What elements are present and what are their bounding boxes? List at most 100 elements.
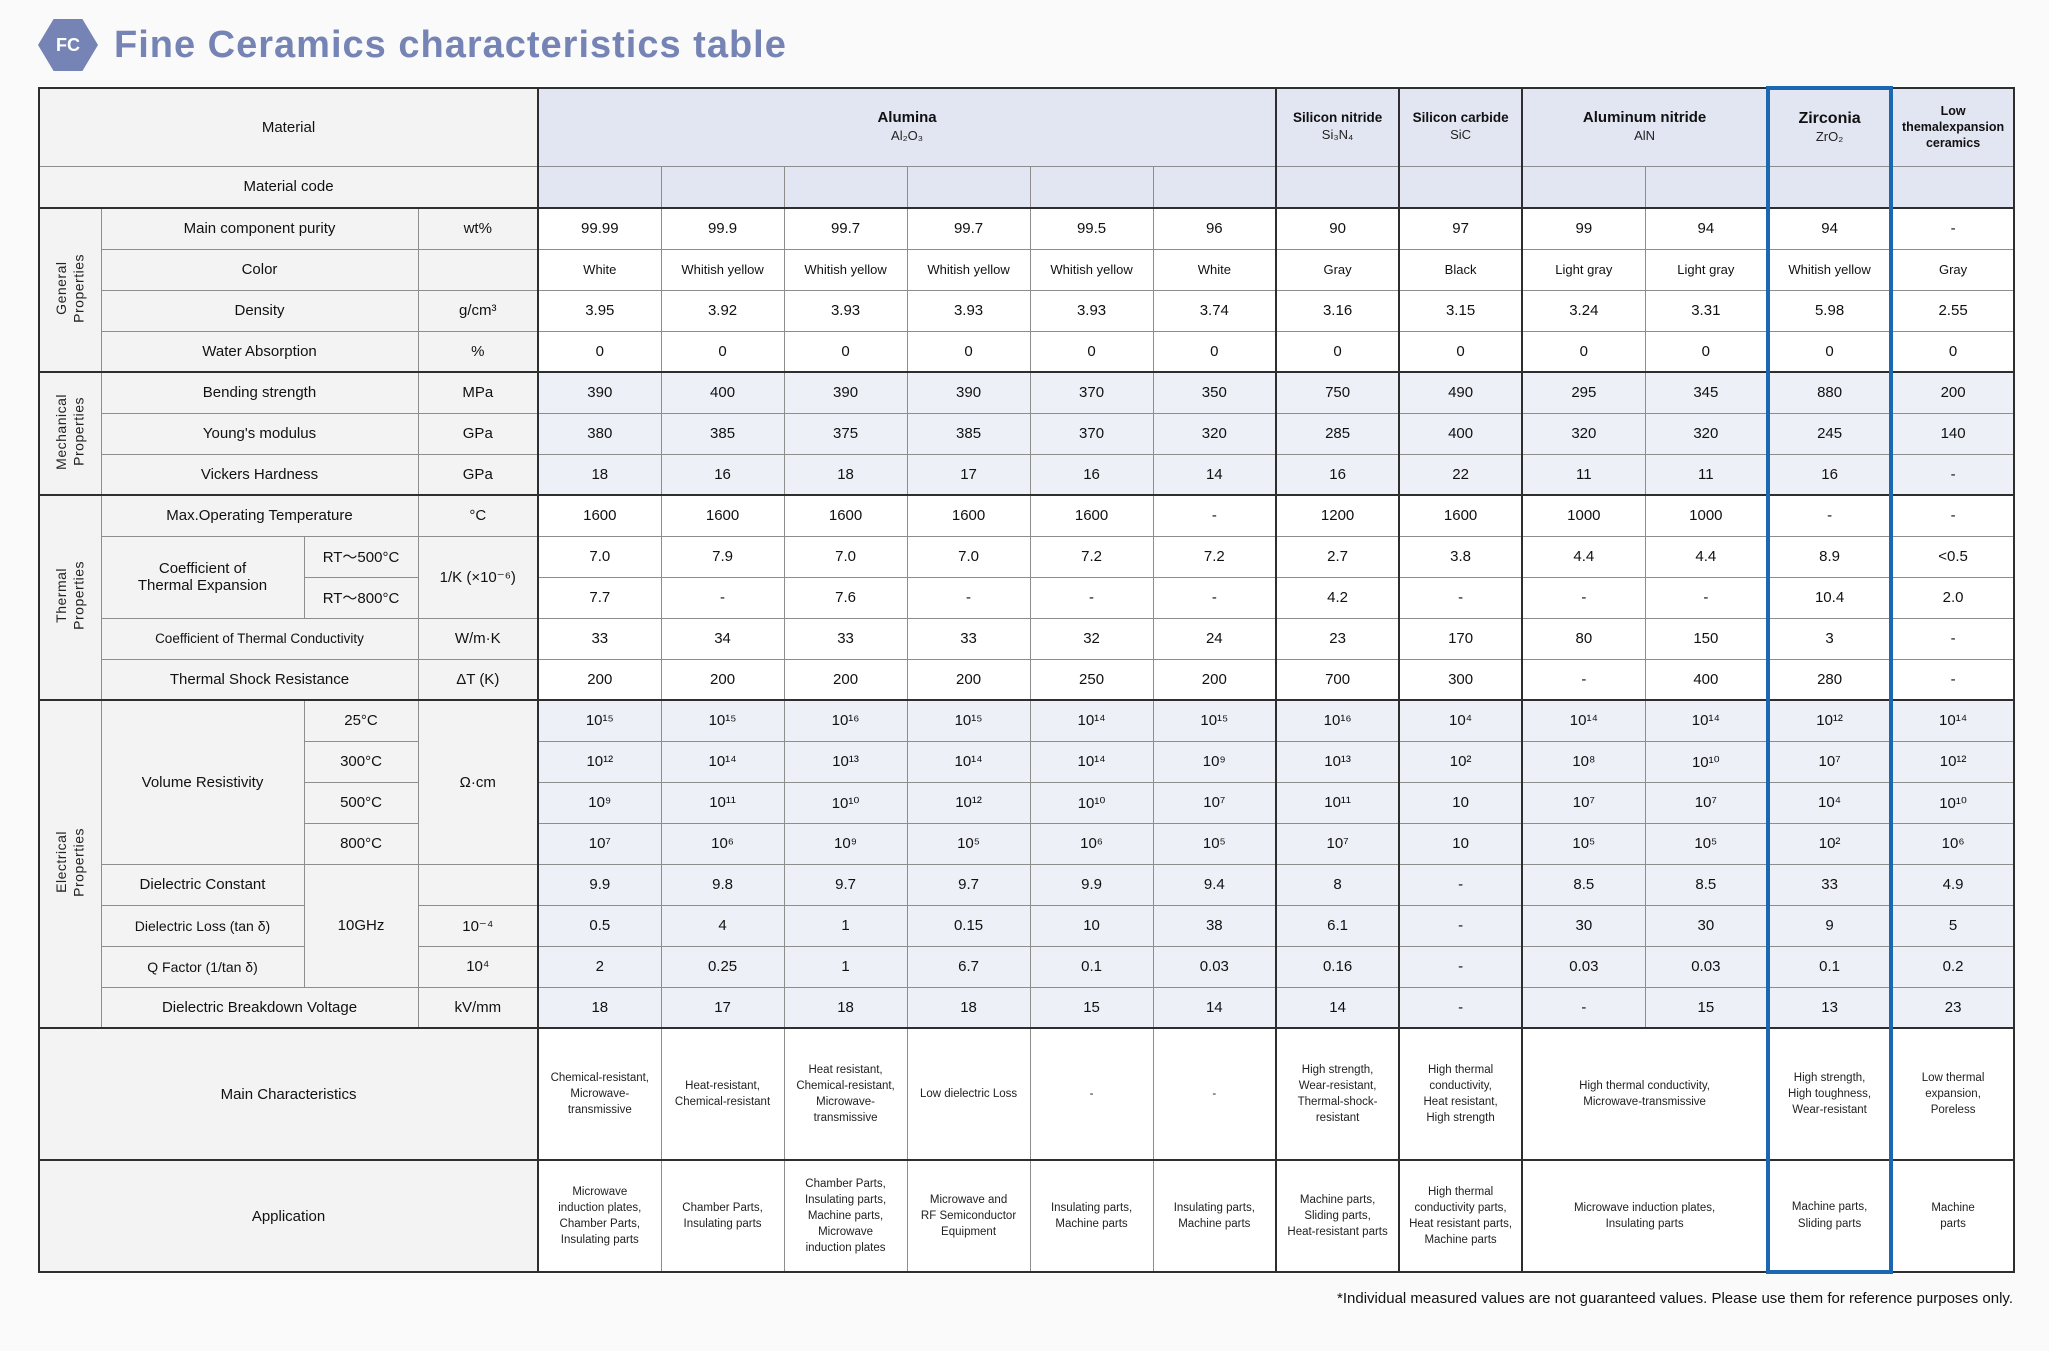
table-cell: 16	[660, 453, 785, 496]
table-cell: 3.31	[1644, 289, 1769, 332]
table-cell: 1	[783, 904, 908, 947]
row-label: Max.Operating Temperature	[100, 494, 419, 537]
table-cell: 7.0	[537, 535, 662, 578]
table-cell: 200	[1890, 371, 2015, 414]
table-row: Material code	[38, 165, 2015, 209]
table-cell: 33	[906, 617, 1031, 660]
table-cell: 10¹⁰	[1029, 781, 1154, 824]
table-cell: 200	[660, 658, 785, 701]
table-cell: 10⁴	[1398, 699, 1523, 742]
table-cell: 345	[1644, 371, 1769, 414]
table-cell: 200	[783, 658, 908, 701]
row-label: Coefficient of Thermal Expansion	[100, 535, 305, 619]
table-cell: -	[1890, 453, 2015, 496]
table-row: Coefficient of Thermal Expansion RT〜500°…	[39, 535, 2015, 619]
table-cell: -	[1521, 986, 1646, 1029]
table-cell: 370	[1029, 371, 1154, 414]
table-cell: 9.9	[1029, 863, 1154, 906]
table-cell: 200	[906, 658, 1031, 701]
table-cell: 33	[783, 617, 908, 660]
unit-label: W/m·K	[417, 617, 539, 660]
table-cell: 10¹⁰	[1890, 781, 2015, 824]
table-cell: Insulating parts, Machine parts	[1029, 1159, 1154, 1273]
table-cell: 7.2	[1029, 535, 1154, 578]
unit-label: ΔT (K)	[417, 658, 539, 701]
table-cell: 99.99	[537, 207, 662, 250]
table-cell: 10⁶	[1029, 822, 1154, 865]
sub-label: 10GHz	[303, 863, 419, 988]
table-cell: -	[1029, 1027, 1154, 1161]
table-cell: 3.74	[1152, 289, 1277, 332]
table-row: Main Characteristics Chemical-resistant,…	[38, 1027, 2015, 1161]
row-label: Application	[38, 1159, 539, 1273]
unit-label: MPa	[417, 371, 539, 414]
table-cell: 10¹²	[906, 781, 1031, 824]
table-cell: 10¹⁴	[1890, 699, 2015, 742]
table-cell: 10¹³	[783, 740, 908, 783]
table-cell: 99.7	[906, 207, 1031, 250]
table-row: Application Microwave induction plates, …	[38, 1159, 2015, 1274]
table-cell: -	[1152, 1027, 1277, 1161]
table-cell: 3.8	[1398, 535, 1523, 578]
table-cell: Whitish yellow	[906, 248, 1031, 291]
table-cell: 0	[1275, 330, 1400, 373]
table-cell: 10⁵	[906, 822, 1031, 865]
table-cell: 10⁷	[1275, 822, 1400, 865]
table-cell: -	[1890, 617, 2015, 660]
table-cell: Chamber Parts, Insulating parts	[660, 1159, 785, 1273]
table-cell: 11	[1644, 453, 1769, 496]
table-cell: -	[1398, 986, 1523, 1029]
row-label: Dielectric Constant	[100, 863, 305, 906]
table-cell: 99.5	[1029, 207, 1154, 250]
table-cell: 10⁷	[1644, 781, 1769, 824]
table-cell: 10¹⁴	[1521, 699, 1646, 742]
table-cell: 10	[1029, 904, 1154, 947]
table-cell: 32	[1029, 617, 1154, 660]
table-cell: 245	[1766, 412, 1894, 455]
group-name: Silicon nitride	[1292, 110, 1383, 126]
table-cell: 10⁶	[660, 822, 785, 865]
table-row: 500°C 10⁹ 10¹¹ 10¹⁰ 10¹² 10¹⁰ 10⁷ 10¹¹ 10 10⁷ 10…	[39, 781, 2015, 824]
table-cell: 6.1	[1275, 904, 1400, 947]
table-cell: 10¹²	[537, 740, 662, 783]
material-code	[1521, 165, 1646, 209]
table-cell: Microwave induction plates, Insulating p…	[1521, 1159, 1769, 1273]
table-cell: 17	[660, 986, 785, 1029]
unit-label: g/cm³	[417, 289, 539, 332]
table-cell: 2.0	[1890, 576, 2015, 619]
material-code	[783, 165, 908, 209]
table-cell: 4.4	[1521, 535, 1646, 578]
sub-label: 500°C	[303, 781, 419, 824]
table-cell: 0	[1152, 330, 1277, 373]
unit-label: °C	[417, 494, 539, 537]
group-formula: SiC	[1450, 127, 1472, 143]
table-cell: 90	[1275, 207, 1400, 250]
table-cell: Whitish yellow	[783, 248, 908, 291]
table-cell: 15	[1029, 986, 1154, 1029]
table-cell: 170	[1398, 617, 1523, 660]
table-cell: 99	[1521, 207, 1646, 250]
table-cell: Black	[1398, 248, 1523, 291]
table-cell: Low thermal expansion, Poreless	[1890, 1027, 2015, 1161]
table-cell: 18	[783, 453, 908, 496]
table-cell: 250	[1029, 658, 1154, 701]
table-cell: 33	[537, 617, 662, 660]
material-code	[660, 165, 785, 209]
group-low-thermal-expansion: Low themalexpansion ceramics	[1890, 87, 2015, 167]
table-row: Dielectric Constant 10GHz 9.9 9.8 9.7 9.7 9.…	[39, 863, 2015, 988]
table-cell: 10¹⁵	[906, 699, 1031, 742]
table-cell: 97	[1398, 207, 1523, 250]
table-cell: Chamber Parts, Insulating parts, Machine…	[783, 1159, 908, 1273]
table-cell: 0.16	[1275, 945, 1400, 988]
fc-badge-icon: FC	[38, 19, 98, 71]
table-cell: 2.55	[1890, 289, 2015, 332]
section-label-general: General Properties	[38, 207, 102, 373]
group-silicon-carbide: Silicon carbide SiC	[1398, 87, 1523, 167]
table-cell: 7.7	[537, 576, 662, 619]
table-cell: 38	[1152, 904, 1277, 947]
table-cell: 300	[1398, 658, 1523, 701]
table-cell: 6.7	[906, 945, 1031, 988]
table-cell: 3.24	[1521, 289, 1646, 332]
table-cell: 3	[1766, 617, 1894, 660]
row-label: Dielectric Breakdown Voltage	[100, 986, 419, 1029]
